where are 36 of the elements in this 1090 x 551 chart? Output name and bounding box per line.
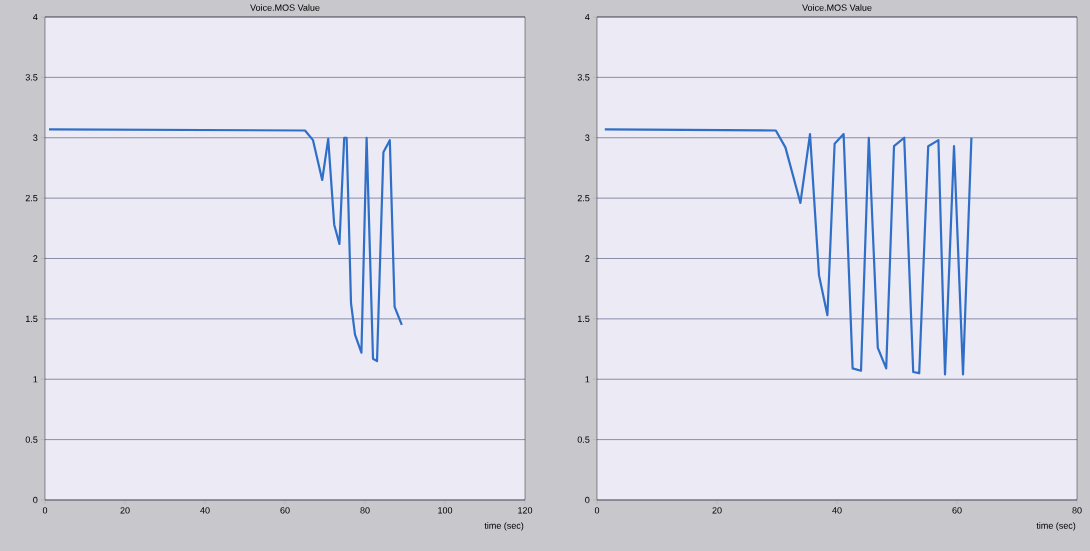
x-tick-label: 0 (42, 507, 48, 514)
x-tick-label: 100 (438, 507, 453, 514)
y-tick-label: 3 (585, 134, 590, 141)
y-tick-label: 4 (33, 13, 38, 21)
x-tick-label: 120 (518, 507, 533, 514)
y-tick-label: 2 (585, 255, 590, 262)
x-tick-label: 20 (120, 507, 130, 514)
x-tick-label: 40 (832, 507, 842, 514)
y-tick-label: 2.5 (25, 194, 38, 202)
y-tick-label: 3.5 (577, 74, 590, 81)
y-tick-label: 1.5 (25, 315, 38, 323)
y-tick-label: 1 (33, 376, 38, 383)
x-tick-label: 20 (712, 507, 722, 514)
y-tick-label: 1 (585, 376, 590, 383)
chart-title: Voice.MOS Value (802, 4, 872, 11)
y-tick-label: 1.5 (577, 315, 590, 323)
y-tick-label: 3 (33, 134, 38, 141)
y-tick-label: 0.5 (25, 436, 38, 443)
y-tick-label: 0.5 (577, 436, 590, 443)
line-series (47, 128, 403, 363)
chart-title: Voice.MOS Value (250, 4, 320, 11)
x-tick-label: 60 (280, 507, 290, 514)
x-tick-label: 0 (594, 507, 600, 514)
y-tick-label: 4 (585, 13, 590, 21)
y-tick-label: 2 (33, 255, 38, 262)
x-tick-label: 40 (200, 507, 210, 514)
x-tick-label: 80 (1072, 507, 1082, 514)
x-axis-title: time (sec) (1036, 522, 1076, 531)
y-tick-label: 0 (33, 496, 38, 504)
y-tick-label: 0 (585, 496, 590, 504)
line-series (603, 128, 973, 376)
y-tick-label: 2.5 (577, 194, 590, 202)
x-axis-title: time (sec) (484, 522, 524, 531)
x-tick-label: 80 (360, 507, 370, 514)
y-tick-label: 3.5 (25, 74, 38, 81)
x-tick-label: 60 (952, 507, 962, 514)
